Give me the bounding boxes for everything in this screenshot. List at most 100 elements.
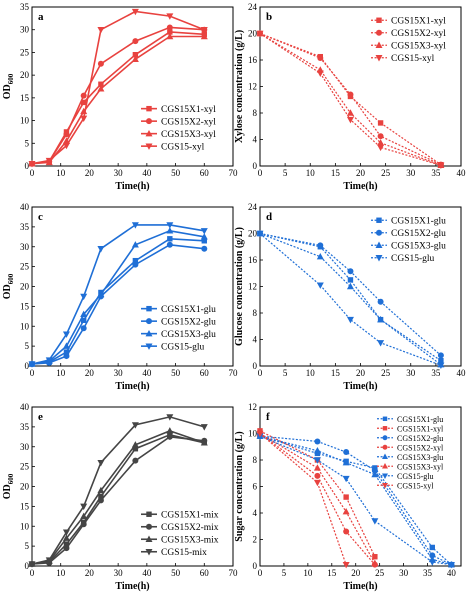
- data-point: [80, 99, 87, 106]
- x-tick-label: 10: [56, 568, 66, 578]
- data-point: [447, 561, 455, 569]
- data-point: [343, 494, 349, 500]
- y-tick-label: 15: [20, 501, 30, 511]
- data-point: [166, 32, 174, 40]
- data-point: [131, 8, 139, 16]
- x-tick-label: 20: [356, 168, 366, 178]
- x-tick-label: 30: [114, 568, 124, 578]
- data-point: [314, 438, 321, 445]
- legend-label: CGS15X2-xyl: [391, 29, 446, 39]
- x-tick-label: 60: [200, 568, 210, 578]
- data-point: [313, 457, 321, 464]
- x-tick-label: 0: [30, 368, 35, 378]
- y-axis-label: OD600: [2, 73, 15, 99]
- y-axis-label: Sugar concentration (g/L): [234, 431, 245, 541]
- y-tick-label: 40: [20, 402, 30, 412]
- legend-label: CGS15X3-xyl: [161, 130, 216, 140]
- y-tick-label: 35: [20, 422, 30, 432]
- legend-marker: [145, 535, 153, 542]
- chart-panel-b: 0 5 10 15 20 25 30 35 40 0 4 8 12 16 20 24 Time(h) Xylose…: [234, 2, 466, 192]
- panel-label: e: [38, 411, 43, 423]
- data-point: [80, 503, 88, 511]
- x-tick-label: 15: [331, 368, 341, 378]
- y-tick-label: 8: [253, 108, 258, 118]
- legend: CGS15X1-mix CGS15X2-mix CGS15X3-mix CGS15-m…: [141, 511, 219, 558]
- legend-item: CGS15X1-xyl: [371, 17, 446, 27]
- data-point: [316, 70, 324, 77]
- y-tick-label: 4: [253, 508, 258, 518]
- y-tick-label: 20: [20, 482, 30, 492]
- series-CGS15X2-glu: [257, 230, 444, 359]
- legend-item: CGS15-glu: [377, 472, 433, 481]
- data-point: [429, 544, 435, 551]
- y-tick-label: 35: [20, 222, 30, 232]
- series-line: [31, 433, 205, 565]
- panel-label: d: [266, 211, 272, 223]
- x-tick-label: 0: [30, 568, 35, 578]
- data-point: [62, 342, 70, 349]
- legend-marker: [382, 473, 388, 479]
- series-CGS15-mix: [28, 414, 208, 568]
- data-point: [377, 133, 384, 140]
- y-tick-label: 16: [248, 255, 258, 265]
- data-point: [347, 268, 354, 275]
- data-point: [437, 162, 445, 170]
- data-point: [347, 91, 354, 98]
- data-point: [166, 427, 174, 434]
- legend-item: CGS15X2-glu: [371, 229, 446, 239]
- x-tick-label: 20: [351, 568, 361, 578]
- x-tick-label: 35: [423, 568, 433, 578]
- series-line: [31, 26, 205, 165]
- panel-label: a: [38, 11, 44, 23]
- legend-marker: [382, 444, 388, 450]
- data-point: [313, 464, 321, 471]
- y-tick-label: 12: [248, 402, 257, 412]
- panel-label: c: [38, 211, 43, 223]
- data-point: [372, 554, 378, 560]
- data-point: [377, 144, 385, 152]
- data-point: [28, 361, 36, 368]
- x-tick-label: 30: [406, 168, 416, 178]
- x-axis-label: Time(h): [115, 581, 149, 592]
- data-point: [98, 493, 104, 500]
- legend-marker: [145, 129, 153, 137]
- data-point: [256, 230, 264, 238]
- x-tick-label: 20: [85, 568, 95, 578]
- data-point: [166, 227, 174, 234]
- legend-item: CGS15X2-xyl: [371, 29, 446, 39]
- series-CGS15-glu: [256, 230, 445, 370]
- data-point: [200, 27, 208, 34]
- legend-label: CGS15X2-glu: [391, 229, 446, 239]
- series-CGS15-glu: [28, 222, 208, 368]
- data-point: [98, 81, 104, 87]
- data-point: [317, 242, 324, 249]
- legend-label: CGS15X2-xyl: [397, 444, 444, 453]
- legend-label: CGS15X1-glu: [397, 415, 443, 424]
- y-tick-label: 0: [25, 561, 30, 571]
- x-tick-label: 25: [375, 568, 385, 578]
- data-point: [131, 55, 139, 62]
- legend-label: CGS15X3-xyl: [391, 42, 446, 52]
- series-line: [259, 435, 452, 566]
- y-axis-label-subscript: 600: [7, 473, 15, 484]
- series-line: [31, 229, 205, 365]
- legend-marker: [146, 511, 152, 517]
- legend-label: CGS15X1-glu: [391, 217, 446, 227]
- data-point: [200, 32, 208, 40]
- data-point: [346, 282, 354, 290]
- data-point: [80, 92, 87, 99]
- x-tick-label: 50: [171, 168, 181, 178]
- y-tick-label: 15: [20, 301, 30, 311]
- y-tick-label: 30: [20, 25, 30, 35]
- series-CGS15-xyl: [256, 430, 350, 569]
- data-point: [428, 559, 436, 566]
- legend-label: CGS15X1-glu: [161, 305, 216, 315]
- data-point: [97, 497, 104, 504]
- data-point: [80, 325, 87, 332]
- data-point: [343, 449, 350, 456]
- series-line: [31, 10, 205, 165]
- y-tick-label: 35: [20, 2, 30, 12]
- series-CGS15-xyl: [28, 8, 208, 168]
- legend-item: CGS15X1-glu: [377, 415, 443, 424]
- panel-label: b: [266, 11, 272, 23]
